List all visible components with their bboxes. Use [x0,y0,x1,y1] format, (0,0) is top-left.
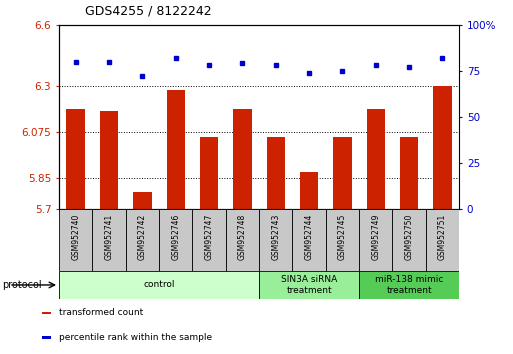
Bar [100,111,118,209]
Text: GSM952740: GSM952740 [71,214,80,260]
Bar [367,109,385,209]
Text: protocol: protocol [3,280,42,290]
Bar [192,209,226,271]
Bar [200,137,218,209]
Bar [226,209,259,271]
Text: GSM952746: GSM952746 [171,214,180,260]
Bar [359,271,459,299]
Bar [42,312,51,314]
Text: GSM952741: GSM952741 [105,214,113,260]
Bar [426,209,459,271]
Text: GSM952742: GSM952742 [138,214,147,260]
Bar [233,109,251,209]
Text: percentile rank within the sample: percentile rank within the sample [59,333,212,342]
Text: GSM952744: GSM952744 [305,214,313,260]
Bar [167,90,185,209]
Bar [300,172,318,209]
Bar [42,336,51,339]
Bar [159,209,192,271]
Text: GSM952743: GSM952743 [271,214,280,260]
Bar [267,137,285,209]
Bar [59,271,259,299]
Bar [359,209,392,271]
Text: GSM952745: GSM952745 [338,214,347,260]
Bar [67,109,85,209]
Bar [333,137,351,209]
Text: GSM952748: GSM952748 [238,214,247,260]
Bar [92,209,126,271]
Bar [392,209,426,271]
Bar [326,209,359,271]
Text: miR-138 mimic
treatment: miR-138 mimic treatment [375,275,443,295]
Bar [126,209,159,271]
Bar [433,86,451,209]
Bar [292,209,326,271]
Text: GDS4255 / 8122242: GDS4255 / 8122242 [85,5,211,18]
Text: GSM952751: GSM952751 [438,214,447,260]
Text: GSM952750: GSM952750 [405,214,413,260]
Text: GSM952749: GSM952749 [371,214,380,260]
Bar [259,271,359,299]
Text: control: control [143,280,175,290]
Text: GSM952747: GSM952747 [205,214,213,260]
Bar [59,209,92,271]
Bar [133,193,151,209]
Bar [400,137,418,209]
Text: transformed count: transformed count [59,308,143,318]
Bar [259,209,292,271]
Text: SIN3A siRNA
treatment: SIN3A siRNA treatment [281,275,337,295]
